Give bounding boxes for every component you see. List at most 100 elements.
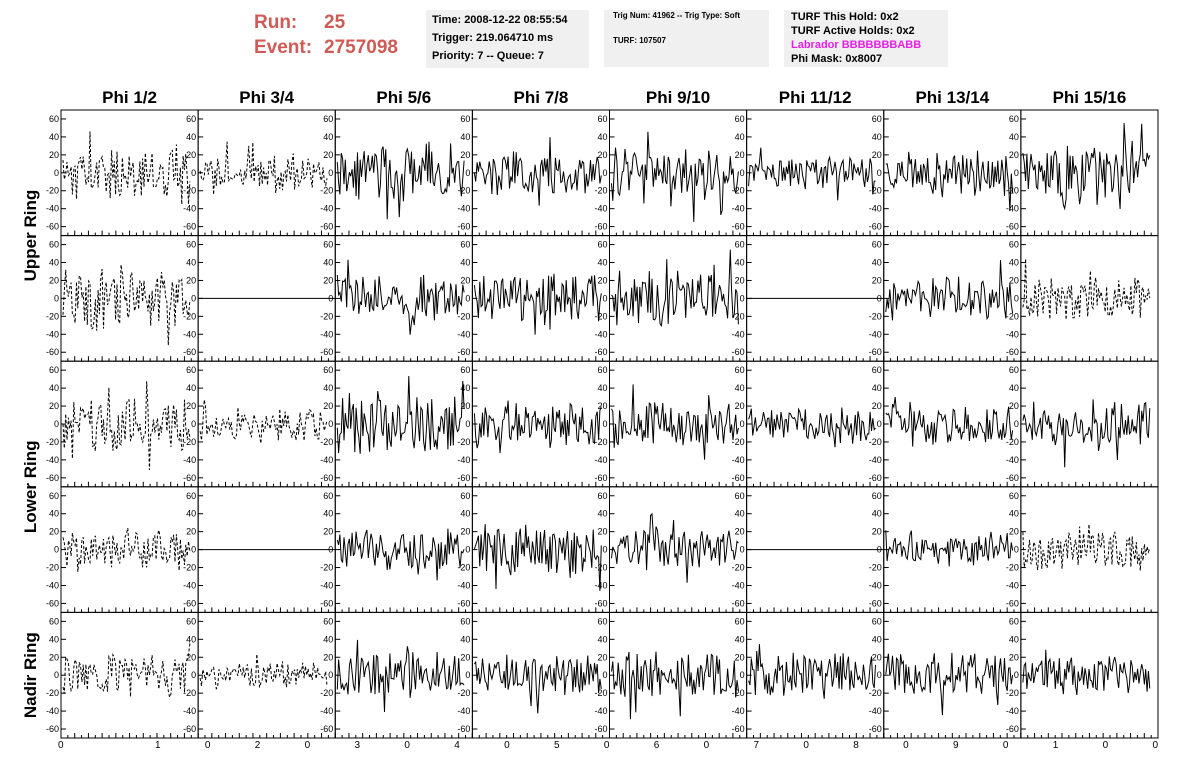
ring-label: Nadir Ring: [21, 632, 40, 718]
y-tick-label: 40: [460, 634, 470, 644]
this-hold-text: TURF This Hold: 0x2: [791, 11, 899, 23]
y-tick-label: -60: [732, 598, 745, 608]
y-tick-label: -20: [320, 311, 333, 321]
y-tick-label: -60: [1006, 222, 1019, 232]
y-tick-label: 40: [1009, 383, 1019, 393]
trig-text: Trig Num: 41962 -- Trig Type: Soft: [613, 11, 740, 20]
y-tick-label: 60: [872, 240, 882, 250]
y-tick-label: -60: [869, 598, 882, 608]
y-tick-label: -20: [869, 688, 882, 698]
y-tick-label: -60: [183, 222, 196, 232]
y-tick-label: 60: [49, 240, 59, 250]
y-tick-label: -20: [869, 437, 882, 447]
y-tick-label: -40: [320, 204, 333, 214]
panel-frame: [334, 235, 473, 362]
y-tick-label: -40: [457, 455, 470, 465]
priority-text: Priority: 7 -- Queue: 7: [432, 50, 544, 62]
y-tick-label: 0: [54, 168, 59, 178]
y-tick-label: -40: [869, 455, 882, 465]
y-tick-label: 40: [323, 258, 333, 268]
y-tick-label: 60: [597, 365, 607, 375]
event-value: 2757098: [324, 37, 398, 58]
y-tick-label: 40: [872, 634, 882, 644]
y-tick-label: -20: [183, 437, 196, 447]
y-tick-label: -60: [183, 724, 196, 734]
y-tick-label: 20: [1009, 150, 1019, 160]
y-tick-label: 40: [49, 258, 59, 268]
y-tick-label: -20: [46, 311, 59, 321]
column-header: Phi 11/12: [779, 88, 852, 107]
turf-text: TURF: 107507: [613, 36, 666, 45]
y-tick-label: 0: [191, 670, 196, 680]
y-tick-label: 0: [328, 419, 333, 429]
y-tick-label: 0: [1014, 168, 1019, 178]
y-tick-label: 60: [735, 491, 745, 501]
y-tick-label: -20: [183, 563, 196, 573]
column-header: Phi 15/16: [1053, 88, 1127, 107]
y-tick-label: 20: [872, 150, 882, 160]
y-tick-label: -60: [46, 598, 59, 608]
y-tick-label: -40: [46, 204, 59, 214]
y-tick-label: -40: [320, 329, 333, 339]
y-tick-label: -20: [594, 688, 607, 698]
y-tick-label: -60: [183, 598, 196, 608]
y-tick-label: -20: [183, 688, 196, 698]
panel-frame: [197, 109, 336, 237]
y-tick-label: 40: [597, 258, 607, 268]
column-header: Phi 3/4: [239, 88, 294, 107]
panel-frame: [746, 611, 885, 739]
y-tick-label: -60: [732, 473, 745, 483]
y-tick-label: -20: [457, 688, 470, 698]
y-tick-label: -40: [46, 580, 59, 590]
y-tick-label: 60: [186, 491, 196, 501]
y-tick-label: -40: [183, 706, 196, 716]
waveform-trace: [611, 249, 739, 327]
y-tick-label: 60: [186, 616, 196, 626]
y-tick-label: -60: [732, 222, 745, 232]
y-tick-label: -20: [46, 563, 59, 573]
y-tick-label: 60: [186, 240, 196, 250]
y-tick-label: 40: [49, 132, 59, 142]
y-tick-label: 20: [1009, 401, 1019, 411]
y-tick-label: 40: [872, 258, 882, 268]
y-tick-label: -40: [869, 204, 882, 214]
y-tick-label: 0: [191, 545, 196, 555]
y-tick-label: 20: [872, 275, 882, 285]
y-tick-label: -40: [869, 329, 882, 339]
y-tick-label: 60: [735, 616, 745, 626]
waveform-trace: [199, 141, 328, 195]
y-tick-label: 0: [602, 419, 607, 429]
y-tick-label: 40: [186, 258, 196, 268]
y-tick-label: 40: [597, 634, 607, 644]
y-tick-label: 0: [191, 293, 196, 303]
waveform-trace: [885, 150, 1014, 212]
y-tick-label: 60: [460, 240, 470, 250]
panel-frame: [471, 235, 610, 362]
y-tick-label: -40: [457, 329, 470, 339]
y-tick-label: 20: [597, 150, 607, 160]
labrador-text: Labrador BBBBBBBABB: [791, 39, 922, 51]
y-tick-label: -20: [869, 563, 882, 573]
y-tick-label: -40: [1006, 706, 1019, 716]
y-tick-label: 20: [1009, 275, 1019, 285]
y-tick-label: 0: [465, 168, 470, 178]
y-tick-label: -20: [183, 311, 196, 321]
y-tick-label: -40: [1006, 580, 1019, 590]
y-tick-label: -20: [320, 186, 333, 196]
y-tick-label: 60: [323, 491, 333, 501]
y-tick-label: 60: [872, 114, 882, 124]
y-tick-label: 0: [465, 419, 470, 429]
y-tick-label: 0: [54, 419, 59, 429]
y-tick-label: 40: [460, 383, 470, 393]
y-tick-label: -40: [46, 455, 59, 465]
y-tick-label: -60: [457, 598, 470, 608]
y-tick-label: 60: [186, 365, 196, 375]
run-event-box: Run: 25 Event: 2757098: [254, 10, 398, 60]
y-tick-label: -20: [869, 186, 882, 196]
y-tick-label: -60: [46, 222, 59, 232]
y-tick-label: -40: [594, 204, 607, 214]
run-value: 25: [324, 12, 346, 33]
y-tick-label: -60: [1006, 473, 1019, 483]
y-tick-label: -40: [732, 204, 745, 214]
